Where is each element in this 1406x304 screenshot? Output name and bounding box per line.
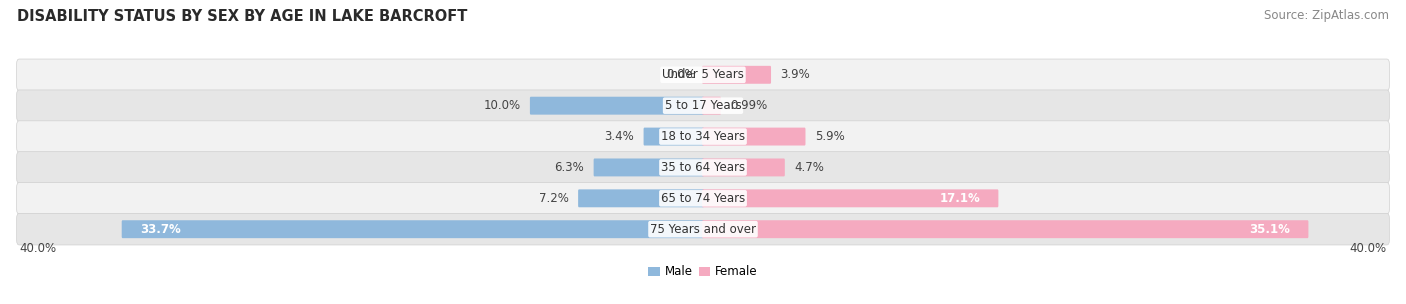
FancyBboxPatch shape xyxy=(17,152,1389,183)
Text: 6.3%: 6.3% xyxy=(554,161,583,174)
Text: Source: ZipAtlas.com: Source: ZipAtlas.com xyxy=(1264,9,1389,22)
Text: 65 to 74 Years: 65 to 74 Years xyxy=(661,192,745,205)
Text: DISABILITY STATUS BY SEX BY AGE IN LAKE BARCROFT: DISABILITY STATUS BY SEX BY AGE IN LAKE … xyxy=(17,9,467,24)
FancyBboxPatch shape xyxy=(702,66,770,84)
Text: 75 Years and over: 75 Years and over xyxy=(650,223,756,236)
Text: 5.9%: 5.9% xyxy=(815,130,845,143)
FancyBboxPatch shape xyxy=(17,121,1389,152)
Text: 33.7%: 33.7% xyxy=(139,223,180,236)
Text: 40.0%: 40.0% xyxy=(20,242,56,255)
Text: 10.0%: 10.0% xyxy=(484,99,520,112)
Text: 17.1%: 17.1% xyxy=(939,192,980,205)
FancyBboxPatch shape xyxy=(578,189,704,207)
FancyBboxPatch shape xyxy=(530,97,704,115)
Text: 3.9%: 3.9% xyxy=(780,68,810,81)
FancyBboxPatch shape xyxy=(122,220,704,238)
FancyBboxPatch shape xyxy=(17,183,1389,214)
Text: 18 to 34 Years: 18 to 34 Years xyxy=(661,130,745,143)
Text: 3.4%: 3.4% xyxy=(605,130,634,143)
FancyBboxPatch shape xyxy=(17,90,1389,121)
FancyBboxPatch shape xyxy=(702,97,721,115)
Text: 5 to 17 Years: 5 to 17 Years xyxy=(665,99,741,112)
Text: 35 to 64 Years: 35 to 64 Years xyxy=(661,161,745,174)
Legend: Male, Female: Male, Female xyxy=(648,265,758,278)
FancyBboxPatch shape xyxy=(702,189,998,207)
Text: 0.99%: 0.99% xyxy=(730,99,768,112)
FancyBboxPatch shape xyxy=(17,59,1389,91)
FancyBboxPatch shape xyxy=(17,213,1389,245)
Text: 35.1%: 35.1% xyxy=(1250,223,1291,236)
Text: 4.7%: 4.7% xyxy=(794,161,824,174)
FancyBboxPatch shape xyxy=(702,220,1309,238)
FancyBboxPatch shape xyxy=(593,158,704,176)
Text: Under 5 Years: Under 5 Years xyxy=(662,68,744,81)
FancyBboxPatch shape xyxy=(702,158,785,176)
Text: 0.0%: 0.0% xyxy=(666,68,696,81)
Text: 7.2%: 7.2% xyxy=(538,192,568,205)
FancyBboxPatch shape xyxy=(644,128,704,146)
Text: 40.0%: 40.0% xyxy=(1350,242,1386,255)
FancyBboxPatch shape xyxy=(702,128,806,146)
